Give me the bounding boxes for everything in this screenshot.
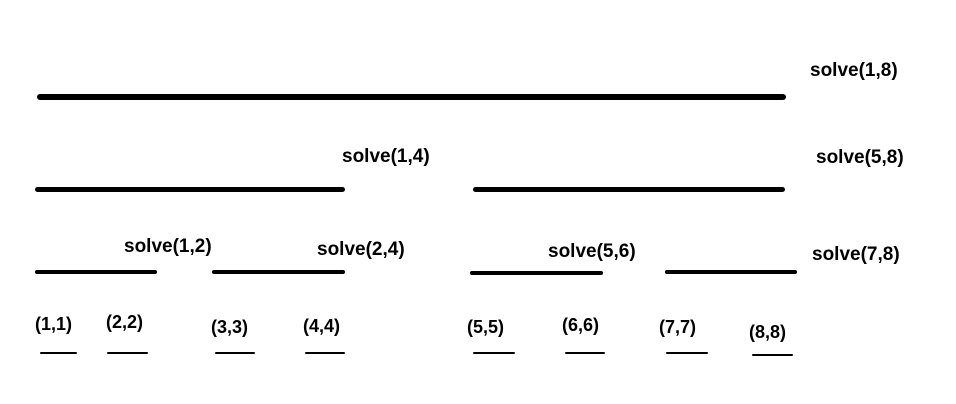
segment-1-8-label: solve(1,8)	[810, 60, 898, 81]
segment-2-4-line	[212, 270, 345, 274]
segment-1-2-line	[35, 270, 157, 274]
leaf-2-2-line	[107, 352, 148, 354]
segment-2-4-label: solve(2,4)	[317, 239, 405, 260]
leaf-3-3-label: (3,3)	[211, 317, 249, 337]
segment-5-6-line	[470, 271, 603, 275]
segment-5-6-label: solve(5,6)	[548, 241, 636, 262]
leaf-6-6-label: (6,6)	[562, 315, 600, 335]
segment-7-8-line	[665, 270, 797, 274]
leaf-8-8-label: (8,8)	[749, 322, 787, 342]
leaf-5-5-line	[473, 352, 515, 354]
leaf-4-4-label: (4,4)	[303, 316, 341, 336]
leaf-8-8-line	[752, 354, 793, 356]
segment-5-8-label: solve(5,8)	[816, 147, 904, 168]
segment-7-8-label: solve(7,8)	[812, 244, 900, 265]
segment-1-8-line	[37, 94, 786, 100]
segment-5-8-line	[473, 187, 785, 192]
leaf-2-2-label: (2,2)	[106, 312, 144, 332]
leaf-5-5-label: (5,5)	[467, 317, 505, 337]
leaf-3-3-line	[215, 352, 255, 354]
leaf-7-7-line	[666, 352, 708, 354]
segment-1-4-line	[35, 187, 345, 192]
leaf-7-7-label: (7,7)	[659, 317, 697, 337]
leaf-4-4-line	[305, 352, 345, 354]
leaf-6-6-line	[565, 352, 605, 354]
leaf-1-1-label: (1,1)	[35, 314, 73, 334]
leaf-1-1-line	[40, 352, 77, 354]
segment-1-4-label: solve(1,4)	[342, 146, 430, 167]
segment-1-2-label: solve(1,2)	[124, 236, 212, 257]
